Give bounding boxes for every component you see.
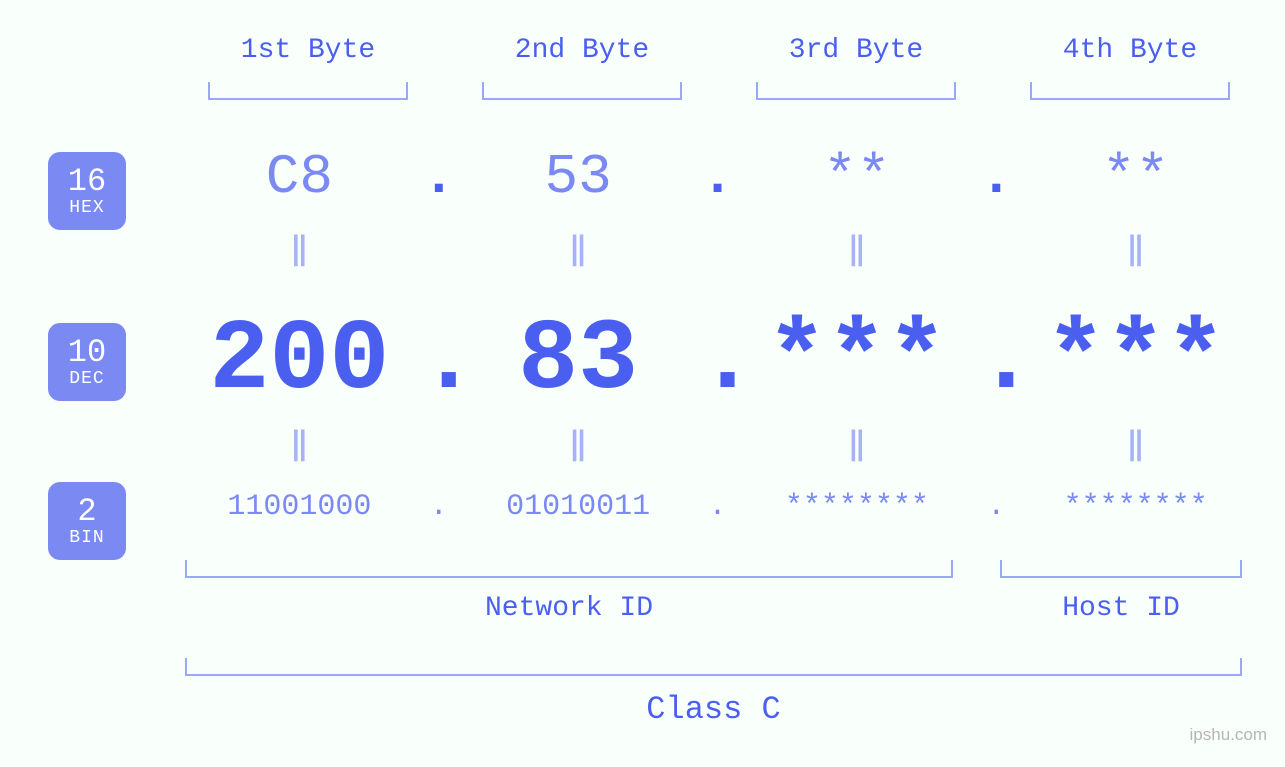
- hex-byte-4: **: [1016, 145, 1255, 209]
- eq2-1: ǁ: [180, 425, 419, 475]
- hex-dot-2: .: [698, 145, 738, 209]
- badge-bin: 2 BIN: [48, 482, 126, 560]
- dec-byte-2: 83: [459, 305, 698, 418]
- dec-byte-4: ***: [1016, 305, 1255, 418]
- eq2-3: ǁ: [738, 425, 977, 475]
- row-hex: C8 . 53 . ** . **: [180, 145, 1255, 209]
- badge-hex-lbl: HEX: [69, 199, 104, 219]
- byte-bracket-3: [756, 82, 956, 100]
- network-bracket: [185, 560, 953, 578]
- dec-dot-3: .: [976, 305, 1016, 418]
- byte-header-2: 2nd Byte: [452, 35, 712, 66]
- ip-diagram: 1st Byte 2nd Byte 3rd Byte 4th Byte 16 H…: [0, 0, 1285, 767]
- byte-header-3: 3rd Byte: [726, 35, 986, 66]
- equals-row-2: ǁ . ǁ . ǁ . ǁ: [180, 425, 1255, 475]
- dec-byte-3: ***: [738, 305, 977, 418]
- bin-dot-1: .: [419, 490, 459, 524]
- byte-bracket-2: [482, 82, 682, 100]
- dec-dot-1: .: [419, 305, 459, 418]
- hex-byte-2: 53: [459, 145, 698, 209]
- byte-bracket-1: [208, 82, 408, 100]
- row-dec: 200 . 83 . *** . ***: [180, 305, 1255, 418]
- badge-bin-lbl: BIN: [69, 529, 104, 549]
- badge-hex-num: 16: [68, 164, 106, 199]
- badge-dec-lbl: DEC: [69, 370, 104, 390]
- byte-header-1: 1st Byte: [178, 35, 438, 66]
- badge-dec: 10 DEC: [48, 323, 126, 401]
- badge-hex: 16 HEX: [48, 152, 126, 230]
- bin-dot-3: .: [976, 490, 1016, 524]
- hex-dot-1: .: [419, 145, 459, 209]
- dec-byte-1: 200: [180, 305, 419, 418]
- host-label: Host ID: [1000, 593, 1242, 624]
- eq1-1: ǁ: [180, 230, 419, 280]
- badge-bin-num: 2: [77, 494, 96, 529]
- row-bin: 11001000 . 01010011 . ******** . *******…: [180, 490, 1255, 524]
- bin-byte-3: ********: [738, 490, 977, 524]
- eq2-4: ǁ: [1016, 425, 1255, 475]
- class-label: Class C: [185, 691, 1242, 728]
- hex-byte-1: C8: [180, 145, 419, 209]
- hex-dot-3: .: [976, 145, 1016, 209]
- hex-byte-3: **: [738, 145, 977, 209]
- eq1-2: ǁ: [459, 230, 698, 280]
- badge-dec-num: 10: [68, 335, 106, 370]
- network-label: Network ID: [185, 593, 953, 624]
- eq1-3: ǁ: [738, 230, 977, 280]
- bin-dot-2: .: [698, 490, 738, 524]
- equals-row-1: ǁ . ǁ . ǁ . ǁ: [180, 230, 1255, 280]
- bin-byte-1: 11001000: [180, 490, 419, 524]
- watermark: ipshu.com: [1190, 725, 1267, 745]
- bin-byte-2: 01010011: [459, 490, 698, 524]
- byte-header-4: 4th Byte: [1000, 35, 1260, 66]
- dec-dot-2: .: [698, 305, 738, 418]
- eq2-2: ǁ: [459, 425, 698, 475]
- byte-bracket-4: [1030, 82, 1230, 100]
- eq1-4: ǁ: [1016, 230, 1255, 280]
- bin-byte-4: ********: [1016, 490, 1255, 524]
- class-bracket: [185, 658, 1242, 676]
- host-bracket: [1000, 560, 1242, 578]
